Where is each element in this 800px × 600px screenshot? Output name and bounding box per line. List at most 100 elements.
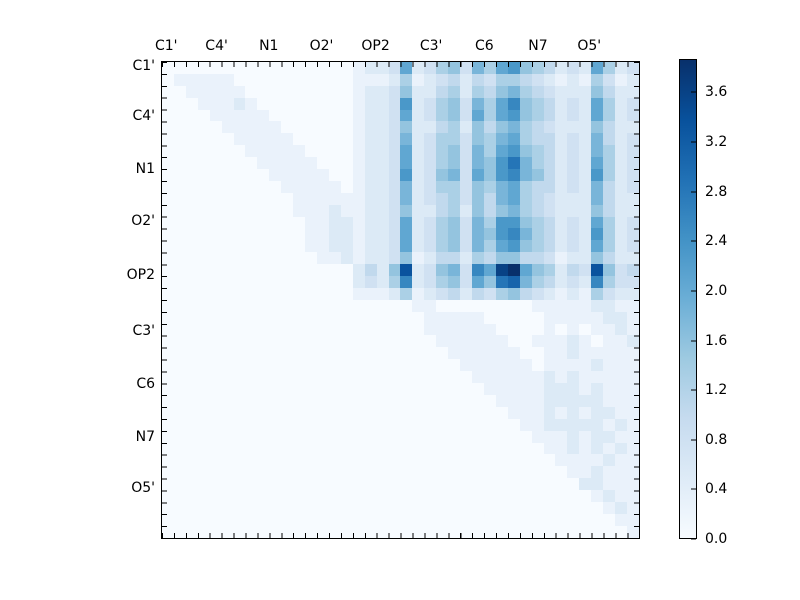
heatmap-cell [245,109,258,122]
heatmap-cell [162,97,174,110]
heatmap-row [162,383,639,395]
heatmap-cell [400,192,413,205]
heatmap-cell [257,133,270,146]
heatmap-cell [221,133,234,146]
heatmap-cell [567,264,580,277]
heatmap-cell [340,383,353,395]
heatmap-cell [281,454,294,467]
heatmap-cell [209,240,222,253]
heatmap-cell [555,85,568,98]
heatmap-cell [543,501,556,514]
heatmap-cell [221,347,234,360]
heatmap-cell [185,157,198,170]
heatmap-cell [603,121,616,134]
heatmap-cell [305,347,317,360]
heatmap-cell [471,513,484,526]
heatmap-cell [567,85,580,98]
heatmap-cell [412,216,425,229]
heatmap-cell [543,323,556,336]
heatmap-cell [364,478,377,491]
heatmap-cell [376,85,389,98]
heatmap-cell [221,287,234,300]
heatmap-cell [412,442,425,455]
heatmap-cell [364,192,377,205]
heatmap-cell [185,287,198,300]
heatmap-cell [507,145,520,158]
heatmap-cell [436,383,449,395]
heatmap-cell [507,418,520,431]
heatmap-cell [364,490,377,502]
heatmap-cell [471,442,484,455]
heatmap-cell [400,121,413,134]
heatmap-cell [328,180,341,193]
heatmap-cell [185,466,198,479]
heatmap-cell [340,73,353,86]
heatmap-cell [173,133,186,146]
heatmap-cell [245,454,258,467]
heatmap-cell [531,62,544,74]
heatmap-cell [412,62,425,74]
heatmap-cell [615,383,627,395]
heatmap-cell [340,204,353,217]
heatmap-cell [626,252,639,265]
heatmap-cell [436,430,449,443]
heatmap-cell [269,276,282,288]
heatmap-row [162,454,639,467]
heatmap-cell [579,406,592,419]
heatmap-row [162,418,639,431]
heatmap-cell [424,180,437,193]
heatmap-cell [591,121,604,134]
heatmap-cell [257,478,270,491]
heatmap-cell [162,252,174,265]
heatmap-cell [483,311,496,324]
x-tick-label: C4' [205,38,228,54]
heatmap-cell [579,394,592,407]
heatmap-cell [221,442,234,455]
heatmap-cell [507,133,520,146]
heatmap-cell [233,85,246,98]
heatmap-cell [293,478,306,491]
heatmap-cell [603,157,616,170]
heatmap-cell [531,252,544,265]
heatmap-cell [471,335,484,348]
heatmap-cell [400,347,413,360]
heatmap-cell [281,276,294,288]
heatmap-cell [162,145,174,158]
heatmap-cell [328,478,341,491]
heatmap-cell [483,97,496,110]
heatmap-cell [495,335,508,348]
heatmap-cell [531,204,544,217]
heatmap-cell [162,490,174,502]
heatmap-cell [615,216,627,229]
heatmap-cell [328,383,341,395]
heatmap-cell [471,501,484,514]
heatmap-cell [364,169,377,181]
heatmap-cell [293,359,306,372]
heatmap-cell [173,85,186,98]
heatmap-cell [519,85,532,98]
heatmap-cell [352,264,365,277]
heatmap-cell [436,501,449,514]
heatmap-cell [603,228,616,241]
heatmap-cell [615,359,627,372]
heatmap-cell [221,513,234,526]
heatmap-cell [567,335,580,348]
heatmap-cell [233,192,246,205]
heatmap-cell [197,347,210,360]
heatmap-cell [185,264,198,277]
heatmap-cell [352,394,365,407]
heatmap-cell [162,406,174,419]
heatmap-cell [293,85,306,98]
heatmap-cell [448,180,461,193]
heatmap-cell [328,109,341,122]
heatmap-cell [245,145,258,158]
heatmap-cell [483,73,496,86]
heatmap-cell [591,323,604,336]
heatmap-cell [293,133,306,146]
heatmap-cell [257,287,270,300]
heatmap-cell [471,133,484,146]
heatmap-cell [376,157,389,170]
heatmap-cell [305,228,317,241]
heatmap-cell [388,430,401,443]
heatmap-cell [293,157,306,170]
